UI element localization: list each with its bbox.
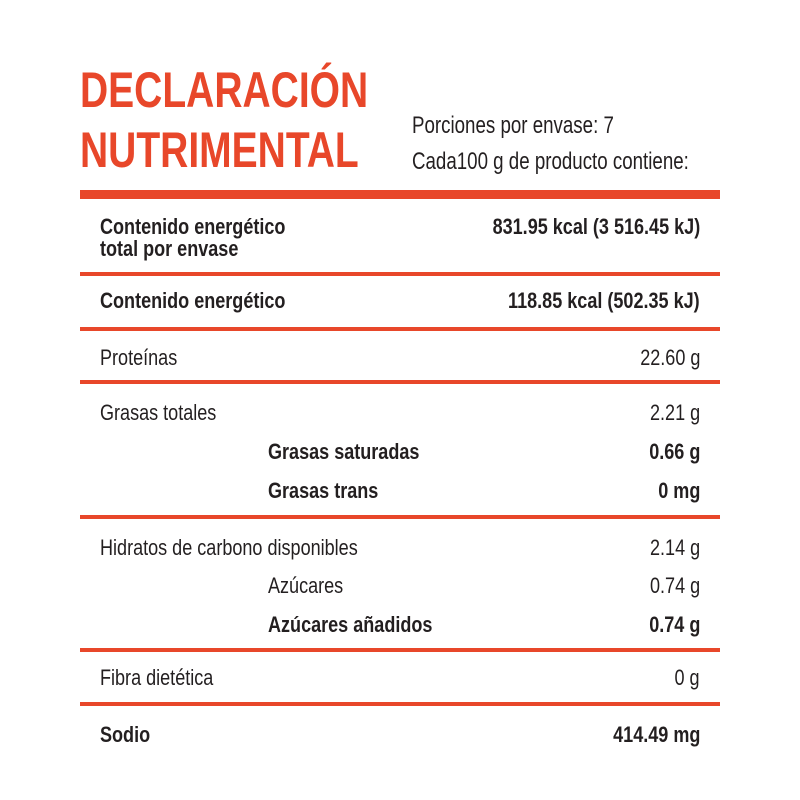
added-sugars-label: Azúcares añadidos [268,612,433,637]
energy-total-label-line-1: Contenido energético [100,214,286,239]
divider [80,380,720,384]
fiber-value: 0 g [674,665,700,690]
fiber-label: Fibra dietética [100,665,214,690]
total-fat-value: 2.21 g [649,400,700,425]
row-label: Azúcares [268,573,360,599]
energy-total-value: 831.95 kcal (3 516.45 kJ) [492,214,700,239]
row-label: Grasas totales [100,400,242,426]
row-label: Hidratos de carbono disponibles [100,535,414,561]
trans-fat-label: Grasas trans [268,478,379,503]
title-line-2: NUTRIMENTAL [80,122,359,178]
saturated-fat-value: 0.66 g [648,439,700,464]
row-value: 0 g [669,665,700,691]
divider [80,272,720,276]
total-fat-label: Grasas totales [100,400,217,425]
nutrition-label: DECLARACIÓN NUTRIMENTAL Porciones por en… [80,60,720,760]
divider [80,327,720,331]
row-label: Contenido energético total por envase [100,214,326,262]
saturated-fat-label: Grasas saturadas [268,439,420,464]
row-label: Azúcares añadidos [268,612,469,638]
added-sugars-value: 0.74 g [648,612,700,637]
row-label: Grasas trans [268,478,403,504]
carbohydrates-label: Hidratos de carbono disponibles [100,535,358,560]
row-value: 0 mg [649,478,700,504]
row-value: 2.21 g [639,400,700,426]
trans-fat-value: 0 mg [657,478,700,503]
protein-label: Proteínas [100,345,178,370]
row-value: 118.85 kcal (502.35 kJ) [466,288,700,314]
carbohydrates-value: 2.14 g [649,535,700,560]
sugars-label: Azúcares [268,573,344,598]
per-100g-note: Cada100 g de producto contiene: [412,148,689,175]
row-value: 22.60 g [627,345,700,371]
serving-info: Porciones por envase: 7 Cada100 g de pro… [412,108,689,180]
row-value: 414.49 mg [594,722,700,748]
divider-thick [80,190,720,199]
divider [80,515,720,519]
servings-per-container: Porciones por envase: 7 [412,112,614,139]
row-label: Sodio [100,722,161,748]
sugars-value: 0.74 g [649,573,700,598]
row-value: 831.95 kcal (3 516.45 kJ) [447,214,700,240]
divider [80,702,720,706]
divider [80,648,720,652]
energy-value: 118.85 kcal (502.35 kJ) [508,288,700,313]
row-value: 0.74 g [639,573,700,599]
row-label: Fibra dietética [100,665,238,691]
label-title: DECLARACIÓN NUTRIMENTAL [80,60,369,180]
energy-total-label-line-2: total por envase [100,236,239,261]
row-label: Proteínas [100,345,194,371]
row-value: 0.66 g [638,439,700,465]
protein-value: 22.60 g [639,345,700,370]
row-value: 2.14 g [639,535,700,561]
sodium-value: 414.49 mg [612,722,700,747]
title-line-1: DECLARACIÓN [80,62,369,118]
sodium-label: Sodio [100,722,151,747]
row-value: 0.74 g [638,612,700,638]
row-label: Contenido energético [100,288,326,314]
energy-label: Contenido energético [100,288,286,313]
row-label: Grasas saturadas [268,439,453,465]
